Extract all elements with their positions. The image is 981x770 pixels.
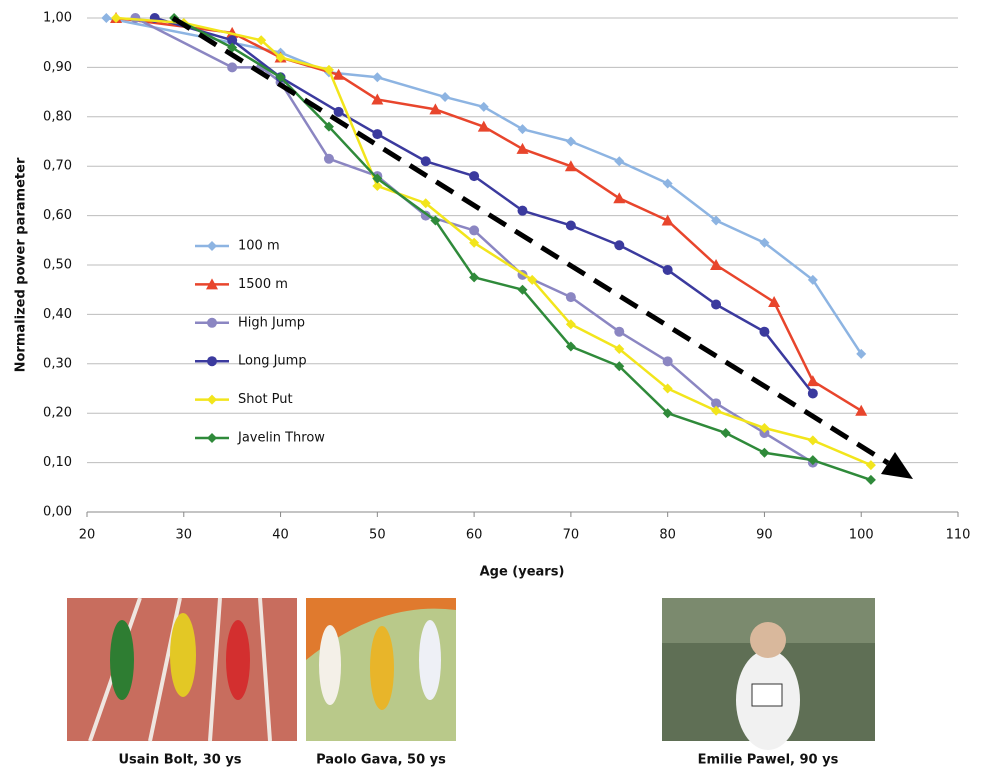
marker [613,192,625,203]
legend-entry: High Jump [195,315,305,330]
legend-entry: Javelin Throw [195,431,325,446]
y-tick-label: 0,10 [43,455,72,470]
marker [440,92,450,102]
marker [855,405,867,416]
trend-arrow-head [881,452,913,479]
marker [518,206,528,216]
y-axis-title: Normalized power parameter [14,157,29,372]
legend-marker [207,241,217,251]
marker [614,156,624,166]
marker [866,460,876,470]
marker [759,448,769,458]
x-tick-label: 30 [176,528,193,543]
marker [324,154,334,164]
x-tick-label: 110 [946,528,971,543]
marker [334,107,344,117]
runner-head [750,622,786,658]
marker [566,220,576,230]
legend-label: Shot Put [238,392,293,407]
legend-label: Long Jump [238,354,307,369]
x-tick-label: 70 [563,528,580,543]
y-tick-label: 1,00 [43,11,72,26]
marker [808,388,818,398]
runner [319,625,341,705]
runner [226,620,250,700]
x-tick-label: 60 [466,528,483,543]
x-tick-label: 80 [659,528,676,543]
photo-paolo-gava [306,598,456,741]
y-tick-label: 0,20 [43,406,72,421]
x-tick-label: 50 [369,528,386,543]
marker [721,428,731,438]
series-line [116,18,861,411]
marker [479,102,489,112]
marker [614,240,624,250]
bib [752,684,782,706]
x-tick-label: 20 [79,528,96,543]
legend-entry: Long Jump [195,354,307,369]
photo-usain-bolt [67,598,297,741]
marker [101,13,111,23]
plot-area: 0,00 0,10 0,20 0,30 0,40 0,50 0,60 0,70 0,80 0,90… [43,11,970,543]
y-tick-label: 0,70 [43,159,72,174]
marker [808,435,818,445]
legend-entry: Shot Put [195,392,293,407]
runner [370,626,394,710]
legend-marker [207,395,217,405]
marker [566,292,576,302]
y-tick-label: 0,50 [43,258,72,273]
legend-marker [207,356,217,366]
photo-emilie-pawel [662,598,875,750]
legend-entry: 100 m [195,239,280,254]
series-line [106,18,861,354]
x-axis-title: Age (years) [480,565,565,580]
marker [711,300,721,310]
marker [711,406,721,416]
marker [663,265,673,275]
photo-caption: Paolo Gava, 50 ys [316,753,446,768]
photo-caption: Emilie Pawel, 90 ys [698,753,839,768]
x-tick-label: 100 [849,528,874,543]
marker [866,475,876,485]
x-tick-label: 90 [756,528,773,543]
marker [372,129,382,139]
marker [517,143,529,154]
marker [469,225,479,235]
marker [614,327,624,337]
trend-arrow [173,18,913,479]
marker [807,375,819,386]
runner [110,620,134,700]
marker [662,215,674,226]
runner [419,620,441,700]
marker [469,171,479,181]
series-line [155,18,813,393]
legend-label: Javelin Throw [237,431,325,446]
y-tick-label: 0,00 [43,505,72,520]
y-tick-label: 0,80 [43,109,72,124]
legend-label: 1500 m [238,277,288,292]
y-tick-label: 0,60 [43,208,72,223]
legend-label: 100 m [238,239,280,254]
legend-marker [207,318,217,328]
marker [518,124,528,134]
marker [421,156,431,166]
x-tick-label: 40 [272,528,289,543]
legend-label: High Jump [238,315,305,330]
figure: Age (years) Normalized power parameter 0… [0,0,981,770]
marker [759,327,769,337]
legend-entry: 1500 m [195,277,288,292]
marker [227,62,237,72]
y-tick-label: 0,40 [43,307,72,322]
y-tick-label: 0,30 [43,356,72,371]
series-line [116,18,871,465]
y-tick-label: 0,90 [43,60,72,75]
marker [768,296,780,307]
legend-marker [207,433,217,443]
marker [566,137,576,147]
runner [170,613,196,697]
marker [372,72,382,82]
marker [663,356,673,366]
photo-caption: Usain Bolt, 30 ys [118,753,241,768]
